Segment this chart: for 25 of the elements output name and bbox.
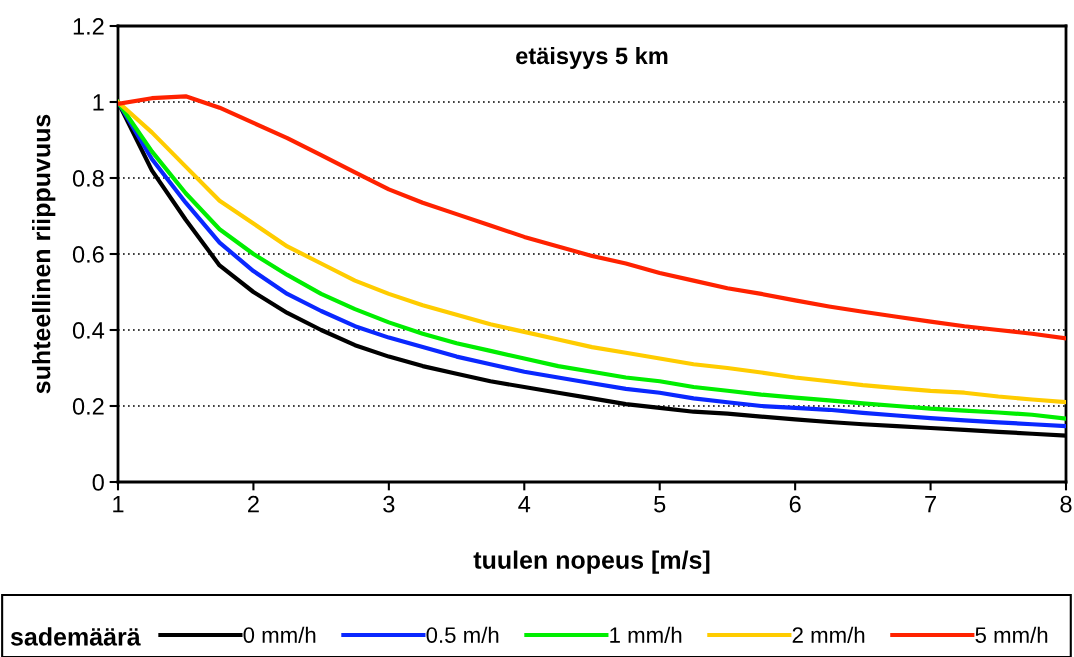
y-tick-label: 0.2 <box>72 398 104 415</box>
x-tick-label: 1 <box>113 496 124 513</box>
y-tick-label: 0.6 <box>72 246 104 263</box>
legend-label: 2 mm/h <box>792 626 865 643</box>
x-tick-label: 7 <box>925 496 936 513</box>
x-tick-label: 2 <box>248 495 259 513</box>
text: etäisyys 5 km <box>516 46 668 69</box>
y-axis-title: suhteellinen riippuvuus <box>32 114 56 394</box>
line-series <box>118 94 1066 341</box>
x-tick-label: 6 <box>789 495 801 513</box>
y-tick-label: 0 <box>92 474 104 491</box>
y-tick-label: 1.2 <box>73 18 104 35</box>
legend-label: 5 mm/h <box>975 626 1048 643</box>
legend-title: sademäärä <box>10 627 141 646</box>
y-tick-label: 0.4 <box>72 322 105 339</box>
y-tick-label: 1 <box>93 94 104 111</box>
legend-label: 0 mm/h <box>243 626 316 643</box>
x-tick-label: 8 <box>1060 495 1072 513</box>
x-axis-title: tuulen nopeus [m/s] <box>473 550 710 574</box>
x-tick-label: 4 <box>518 496 531 513</box>
x-tick-label: 3 <box>383 495 395 513</box>
x-tick-label: 5 <box>654 496 666 513</box>
y-tick-label: 0.8 <box>72 170 104 187</box>
legend-label: 1 mm/h <box>610 626 682 643</box>
legend-label: 0.5 m/h <box>426 626 499 643</box>
